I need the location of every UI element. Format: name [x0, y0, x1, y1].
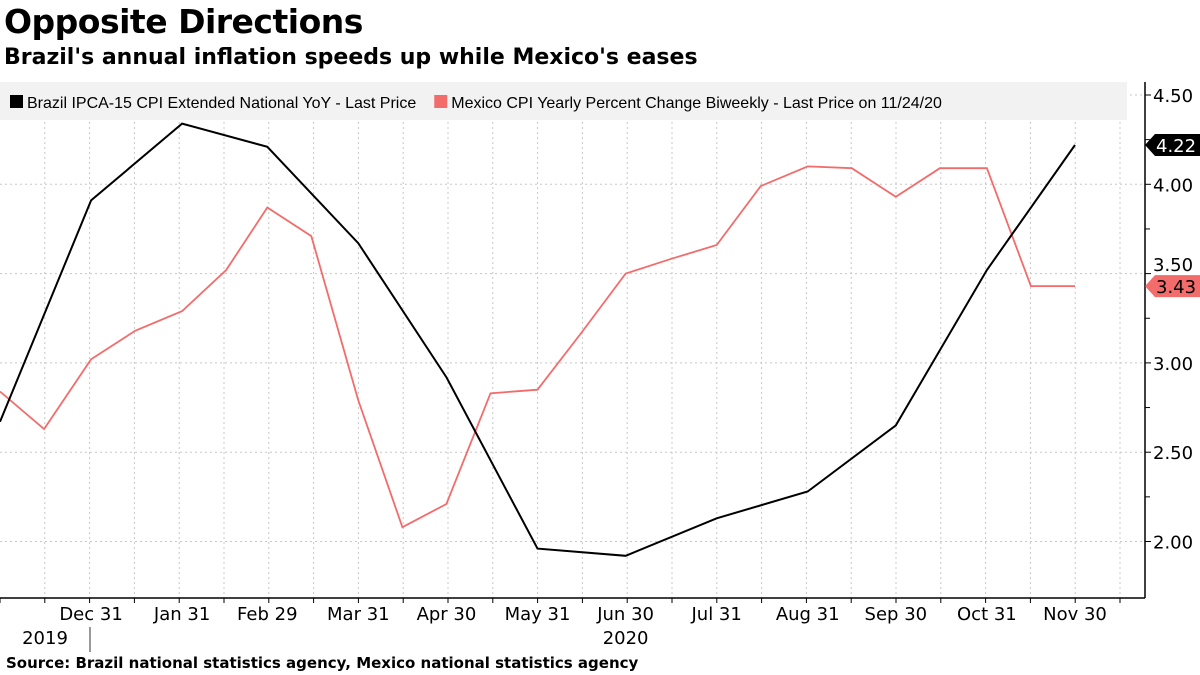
y-tick-label: 2.50 — [1153, 443, 1193, 464]
legend-swatch — [434, 95, 448, 108]
source-note: Source: Brazil national statistics agenc… — [6, 654, 639, 672]
y-tick-label: 3.00 — [1153, 354, 1193, 375]
chart-title: Opposite Directions — [4, 2, 363, 41]
y-tick-label: 3.50 — [1153, 255, 1193, 276]
year-label: 2020 — [603, 628, 649, 649]
legend-label: Mexico CPI Yearly Percent Change Biweekl… — [451, 95, 942, 112]
x-tick-label: Oct 31 — [957, 604, 1017, 625]
legend-background — [0, 82, 1127, 120]
x-tick-label: Jun 30 — [596, 604, 654, 625]
y-tick-label: 4.50 — [1153, 86, 1193, 107]
y-tick-label: 2.00 — [1153, 533, 1193, 554]
chart: 2.00 2.50 3.00 3.50 4.00 4.50 Brazil IPCA-15 C… — [0, 82, 1200, 652]
series-line-mexico — [0, 165, 1075, 529]
x-tick-label: Mar 31 — [327, 604, 390, 625]
x-tick-label: Jul 31 — [690, 604, 741, 625]
last-value-tag — [1145, 134, 1200, 157]
y-tick-label: 4.00 — [1153, 175, 1193, 196]
x-tick-label: Sep 30 — [865, 604, 928, 625]
series-line-brazil — [0, 122, 1076, 557]
x-tick-label: Dec 31 — [59, 604, 122, 625]
last-value-label: 4.22 — [1156, 136, 1196, 157]
x-tick-label: Feb 29 — [237, 604, 298, 625]
x-tick-label: Aug 31 — [776, 604, 840, 625]
legend-swatch — [10, 95, 23, 108]
year-label: 2019 — [22, 628, 68, 649]
legend-label: Brazil IPCA-15 CPI Extended National YoY… — [27, 95, 416, 112]
x-tick-label: Jan 31 — [153, 604, 210, 625]
x-tick-label: Apr 30 — [417, 604, 477, 625]
chart-subtitle: Brazil's annual inflation speeds up whil… — [4, 45, 698, 70]
x-tick-label: May 31 — [505, 604, 571, 625]
last-value-label: 3.43 — [1156, 277, 1196, 298]
x-tick-label: Nov 30 — [1043, 604, 1107, 625]
last-value-tag — [1145, 275, 1200, 298]
